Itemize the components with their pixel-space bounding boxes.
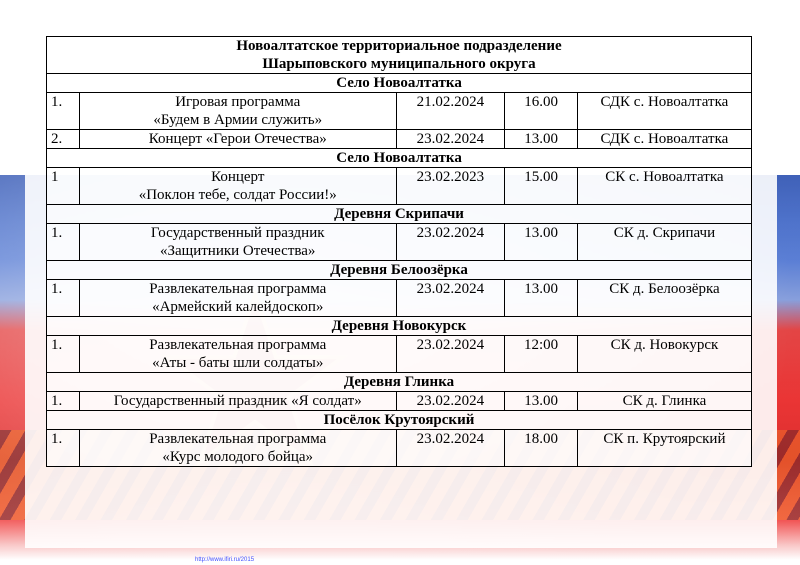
event-time: 12:00 bbox=[504, 335, 578, 373]
row-number: 1. bbox=[46, 391, 80, 411]
section-title: Деревня Новокурск bbox=[46, 316, 752, 336]
section-row: Село Новоалтатка bbox=[46, 148, 752, 168]
section-row: Деревня Белоозёрка bbox=[46, 260, 752, 280]
event-time: 16.00 bbox=[504, 92, 578, 130]
event-title: Развлекательная программа «Аты - баты шли… bbox=[78, 335, 397, 373]
event-date: 23.02.2024 bbox=[395, 391, 506, 411]
table-row: 1. Развлекательная программа «Аты - баты ш… bbox=[46, 335, 753, 373]
event-date: 23.02.2023 bbox=[395, 167, 506, 205]
event-date: 23.02.2024 bbox=[395, 335, 506, 373]
event-title-line-1: Развлекательная программа bbox=[149, 431, 327, 447]
event-place: СК п. Крутоярский bbox=[576, 429, 753, 467]
row-number: 1 bbox=[46, 167, 80, 205]
table-row: 1. Развлекательная программа «Армейский ка… bbox=[46, 279, 753, 317]
table-row: 2. Концерт «Герои Отечества» 23.02.2024 13.… bbox=[46, 129, 753, 149]
event-date: 23.02.2024 bbox=[395, 429, 506, 467]
event-title-line-2: «Защитники Отечества» bbox=[160, 243, 316, 259]
schedule-table: Новоалтатское территориальное подразделе… bbox=[46, 36, 753, 467]
table-row: 1. Государственный праздник «Я солдат» 23.… bbox=[46, 391, 753, 411]
event-date: 23.02.2024 bbox=[395, 223, 506, 261]
event-place: СДК с. Новоалтатка bbox=[576, 129, 753, 149]
event-place: СК д. Новокурск bbox=[576, 335, 753, 373]
table-row: 1. Государственный праздник «Защитники Оте… bbox=[46, 223, 753, 261]
event-time: 13.00 bbox=[504, 129, 578, 149]
section-title: Село Новоалтатка bbox=[46, 148, 752, 168]
section-title: Деревня Скрипачи bbox=[46, 204, 752, 224]
event-title-line-1: Концерт bbox=[211, 169, 265, 185]
header-line-1: Новоалтатское территориальное подразделе… bbox=[236, 38, 562, 54]
row-number: 1. bbox=[46, 223, 80, 261]
event-title-line-2: «Поклон тебе, солдат России!» bbox=[138, 187, 337, 203]
event-title: Концерт «Герои Отечества» bbox=[78, 129, 397, 149]
section-row: Посёлок Крутоярский bbox=[46, 410, 752, 430]
table-row: 1. Развлекательная программа «Курс молодог… bbox=[46, 429, 753, 467]
section-row: Село Новоалтатка bbox=[46, 73, 752, 93]
event-date: 21.02.2024 bbox=[395, 92, 506, 130]
section-row: Деревня Новокурск bbox=[46, 316, 752, 336]
event-title: Развлекательная программа «Курс молодого … bbox=[78, 429, 397, 467]
event-place: СК д. Скрипачи bbox=[576, 223, 753, 261]
table-row: 1. Игровая программа «Будем в Армии служит… bbox=[46, 92, 753, 130]
event-title-line-2: «Курс молодого бойца» bbox=[162, 449, 314, 465]
event-place: СК д. Глинка bbox=[576, 391, 753, 411]
header-line-2: Шарыповского муниципального округа bbox=[262, 56, 536, 72]
event-title: Развлекательная программа «Армейский кале… bbox=[78, 279, 397, 317]
row-number: 1. bbox=[46, 335, 80, 373]
event-time: 13.00 bbox=[504, 279, 578, 317]
section-title: Деревня Белоозёрка bbox=[46, 260, 752, 280]
table-row: 1 Концерт «Поклон тебе, солдат России!» 23.… bbox=[46, 167, 753, 205]
footer-link[interactable]: http://www.ifiri.ru/2015 bbox=[195, 557, 255, 563]
event-title-line-2: «Будем в Армии служить» bbox=[153, 112, 323, 128]
event-title-line-2: «Армейский калейдоскоп» bbox=[152, 299, 324, 315]
event-title-line-2: «Аты - баты шли солдаты» bbox=[152, 355, 324, 371]
event-time: 15.00 bbox=[504, 167, 578, 205]
event-title: Государственный праздник «Защитники Отече… bbox=[78, 223, 397, 261]
event-title: Государственный праздник «Я солдат» bbox=[78, 391, 397, 411]
event-title-line-1: Развлекательная программа bbox=[149, 281, 327, 297]
event-time: 18.00 bbox=[504, 429, 578, 467]
event-place: СК с. Новоалтатка bbox=[576, 167, 753, 205]
event-time: 13.00 bbox=[504, 391, 578, 411]
event-title-line-1: Игровая программа bbox=[175, 94, 301, 110]
table-header-row: Новоалтатское территориальное подразделе… bbox=[46, 36, 752, 74]
event-title-line-1: Государственный праздник bbox=[150, 225, 325, 241]
event-place: СК д. Белоозёрка bbox=[576, 279, 753, 317]
event-date: 23.02.2024 bbox=[395, 129, 506, 149]
section-row: Деревня Скрипачи bbox=[46, 204, 752, 224]
row-number: 1. bbox=[46, 92, 80, 130]
event-title-line-1: Развлекательная программа bbox=[149, 337, 327, 353]
row-number: 1. bbox=[46, 429, 80, 467]
section-title: Село Новоалтатка bbox=[46, 73, 752, 93]
section-title: Посёлок Крутоярский bbox=[46, 410, 752, 430]
event-time: 13.00 bbox=[504, 223, 578, 261]
event-title: Игровая программа «Будем в Армии служить» bbox=[78, 92, 397, 130]
section-row: Деревня Глинка bbox=[46, 372, 752, 392]
row-number: 2. bbox=[46, 129, 80, 149]
event-date: 23.02.2024 bbox=[395, 279, 506, 317]
event-title: Концерт «Поклон тебе, солдат России!» bbox=[78, 167, 397, 205]
event-title-line-1: Государственный праздник «Я солдат» bbox=[113, 393, 362, 409]
section-title: Деревня Глинка bbox=[46, 372, 752, 392]
event-place: СДК с. Новоалтатка bbox=[576, 92, 753, 130]
table-header: Новоалтатское территориальное подразделе… bbox=[46, 36, 752, 74]
event-title-line-1: Концерт «Герои Отечества» bbox=[148, 131, 327, 147]
row-number: 1. bbox=[46, 279, 80, 317]
